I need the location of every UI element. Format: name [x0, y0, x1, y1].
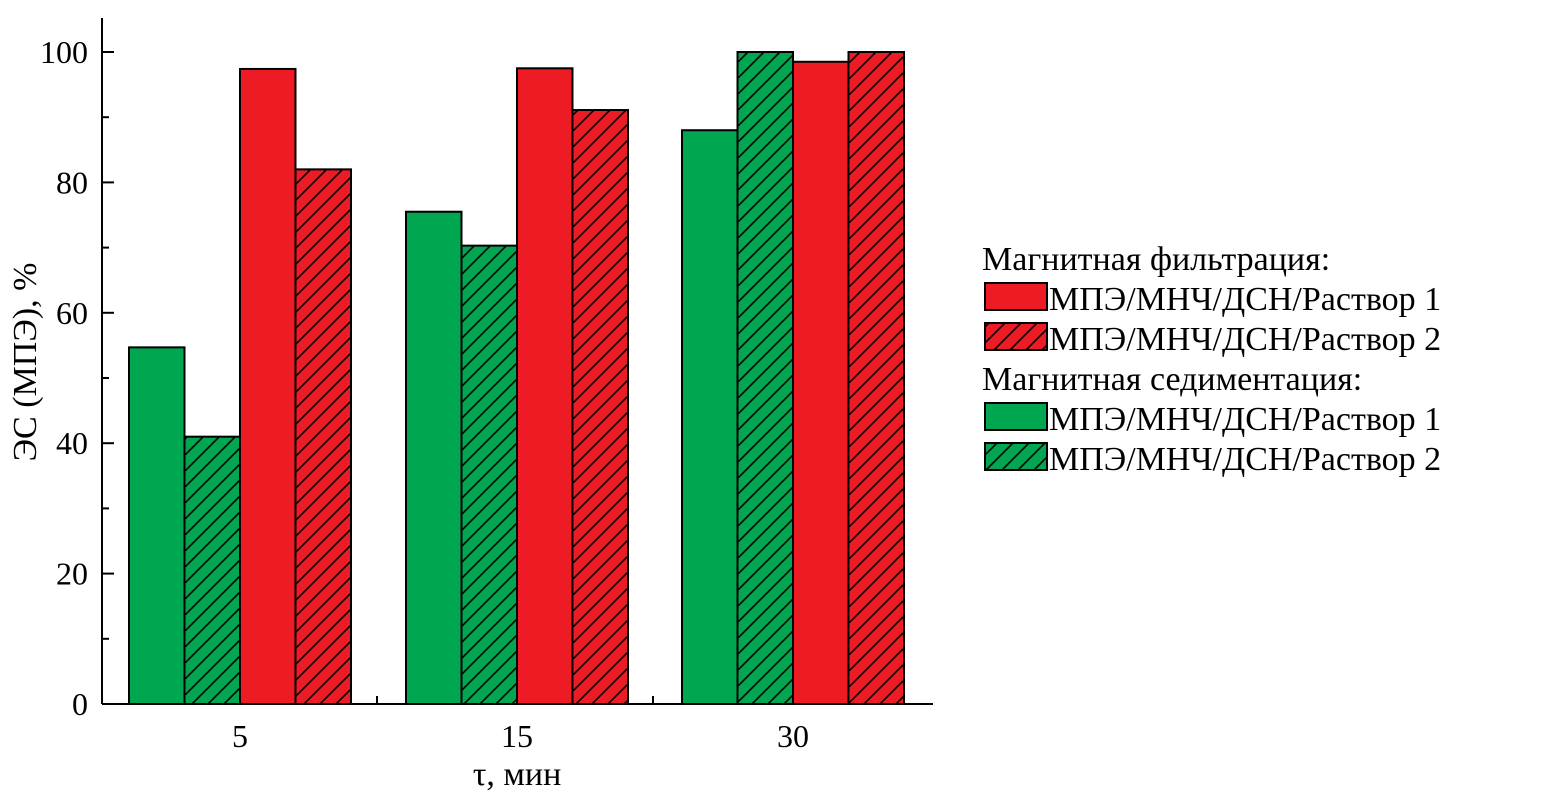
- legend-group-header: Магнитная седиментация:: [982, 361, 1362, 398]
- bar-15-series-3: [516, 67, 574, 706]
- bar-5-series-3: [239, 67, 297, 705]
- legend-item-label: МПЭ/МНЧ/ДСН/Раствор 2: [1049, 321, 1441, 358]
- y-tick-label: 20: [56, 556, 88, 592]
- legend-group-header: Магнитная фильтрация:: [982, 241, 1330, 278]
- bar-5-series-1: [128, 346, 186, 705]
- y-tick-label: 60: [56, 295, 88, 331]
- bar-15-series-2: [460, 244, 518, 705]
- bar-30-series-3: [792, 60, 850, 705]
- bar-30-series-1: [681, 129, 739, 706]
- legend-item-label: МПЭ/МНЧ/ДСН/Раствор 2: [1049, 441, 1441, 478]
- legend-swatch: [984, 322, 1048, 351]
- bar-30-series-2: [736, 51, 794, 705]
- bar-15-series-4: [571, 109, 629, 705]
- bar-5-series-4: [294, 168, 352, 706]
- x-tick-label: 5: [232, 718, 248, 754]
- legend-swatch: [984, 282, 1048, 311]
- legend: Магнитная фильтрация:МПЭ/МНЧ/ДСН/Раствор…: [982, 241, 1441, 478]
- y-tick-label: 0: [72, 686, 88, 722]
- bars-layer: [128, 51, 905, 706]
- legend-item-label: МПЭ/МНЧ/ДСН/Раствор 1: [1049, 401, 1441, 438]
- legend-item-label: МПЭ/МНЧ/ДСН/Раствор 1: [1049, 281, 1441, 318]
- y-tick-label: 80: [56, 164, 88, 200]
- y-tick-label: 40: [56, 425, 88, 461]
- labels-layer: 0 20 40 60 80 100 5 15 30 τ, мин ЭС (МПЭ), %: [7, 34, 809, 792]
- legend-swatch: [984, 442, 1048, 471]
- bar-15-series-1: [405, 210, 463, 706]
- y-tick-label: 100: [40, 34, 88, 70]
- axes-layer: [101, 18, 933, 705]
- legend-swatch: [984, 402, 1048, 431]
- bar-30-series-4: [847, 51, 905, 705]
- bar-5-series-2: [183, 435, 241, 705]
- x-tick-label: 15: [501, 718, 533, 754]
- x-axis-title: τ, мин: [473, 756, 562, 792]
- y-axis-title: ЭС (МПЭ), %: [7, 263, 44, 462]
- x-tick-label: 30: [777, 718, 809, 754]
